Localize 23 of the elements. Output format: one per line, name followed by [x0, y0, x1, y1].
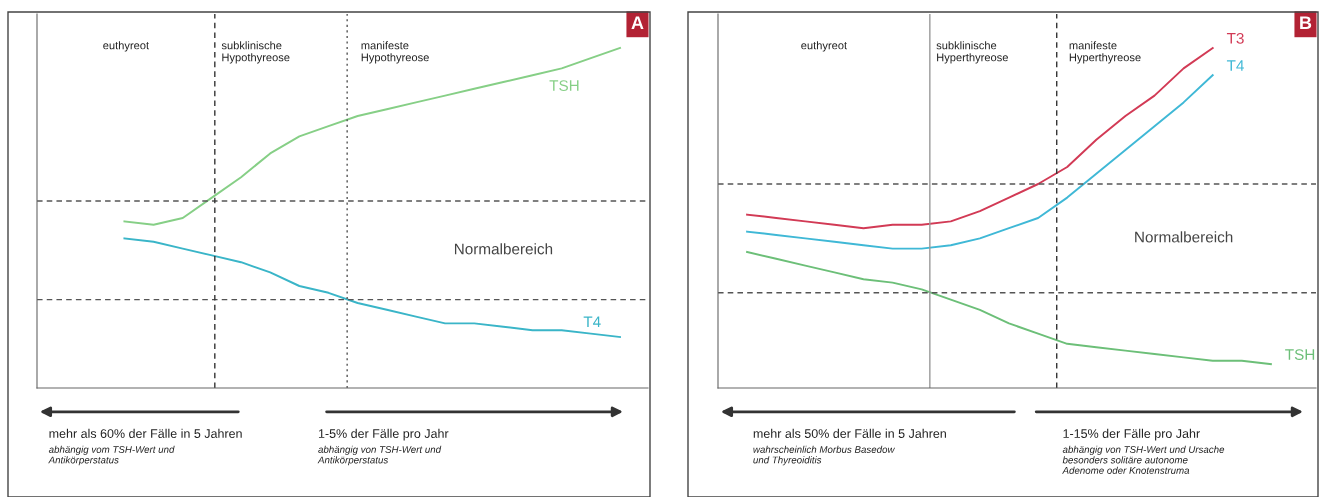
series-label: TSH [1285, 349, 1315, 360]
annotation: subklinische Hyperthyreose [936, 41, 1008, 64]
series-label: TSH [549, 80, 579, 91]
annotation: Normalbereich [454, 243, 553, 255]
annotation: Normalbereich [1135, 231, 1233, 243]
text: abhängig von TSH-Wert und Ursache besonders solitäre autonome Adenome oder Knotenstruma [1062, 445, 1225, 474]
annotation: manifeste Hyperthyreose [1069, 41, 1141, 64]
chart-title: B [1300, 16, 1312, 29]
annotation: subklinische Hypothyreose [221, 41, 290, 64]
chart-title: A [631, 16, 644, 29]
annotation: euthyreot [801, 41, 848, 52]
text: 1-5% der Fälle pro Jahr [318, 428, 449, 441]
text: abhängig vom TSH-Wert und Antikörperstatus [48, 445, 175, 466]
annotation: manifeste Hypothyreose [361, 41, 429, 64]
series-label: T3 [1226, 32, 1244, 44]
text: abhängig von TSH-Wert und Antikörperstatus [317, 445, 442, 466]
text: wahrscheinlich Morbus Basedow und Thyreoiditis [753, 445, 896, 466]
annotation: euthyreot [103, 41, 149, 52]
series-label: T4 [583, 316, 601, 328]
text: mehr als 60% der Fälle in 5 Jahren [49, 428, 242, 438]
text: mehr als 50% der Fälle in 5 Jahren [753, 428, 946, 438]
text: 1-15% der Fälle pro Jahr [1063, 428, 1200, 441]
series-label: T4 [1226, 60, 1244, 71]
